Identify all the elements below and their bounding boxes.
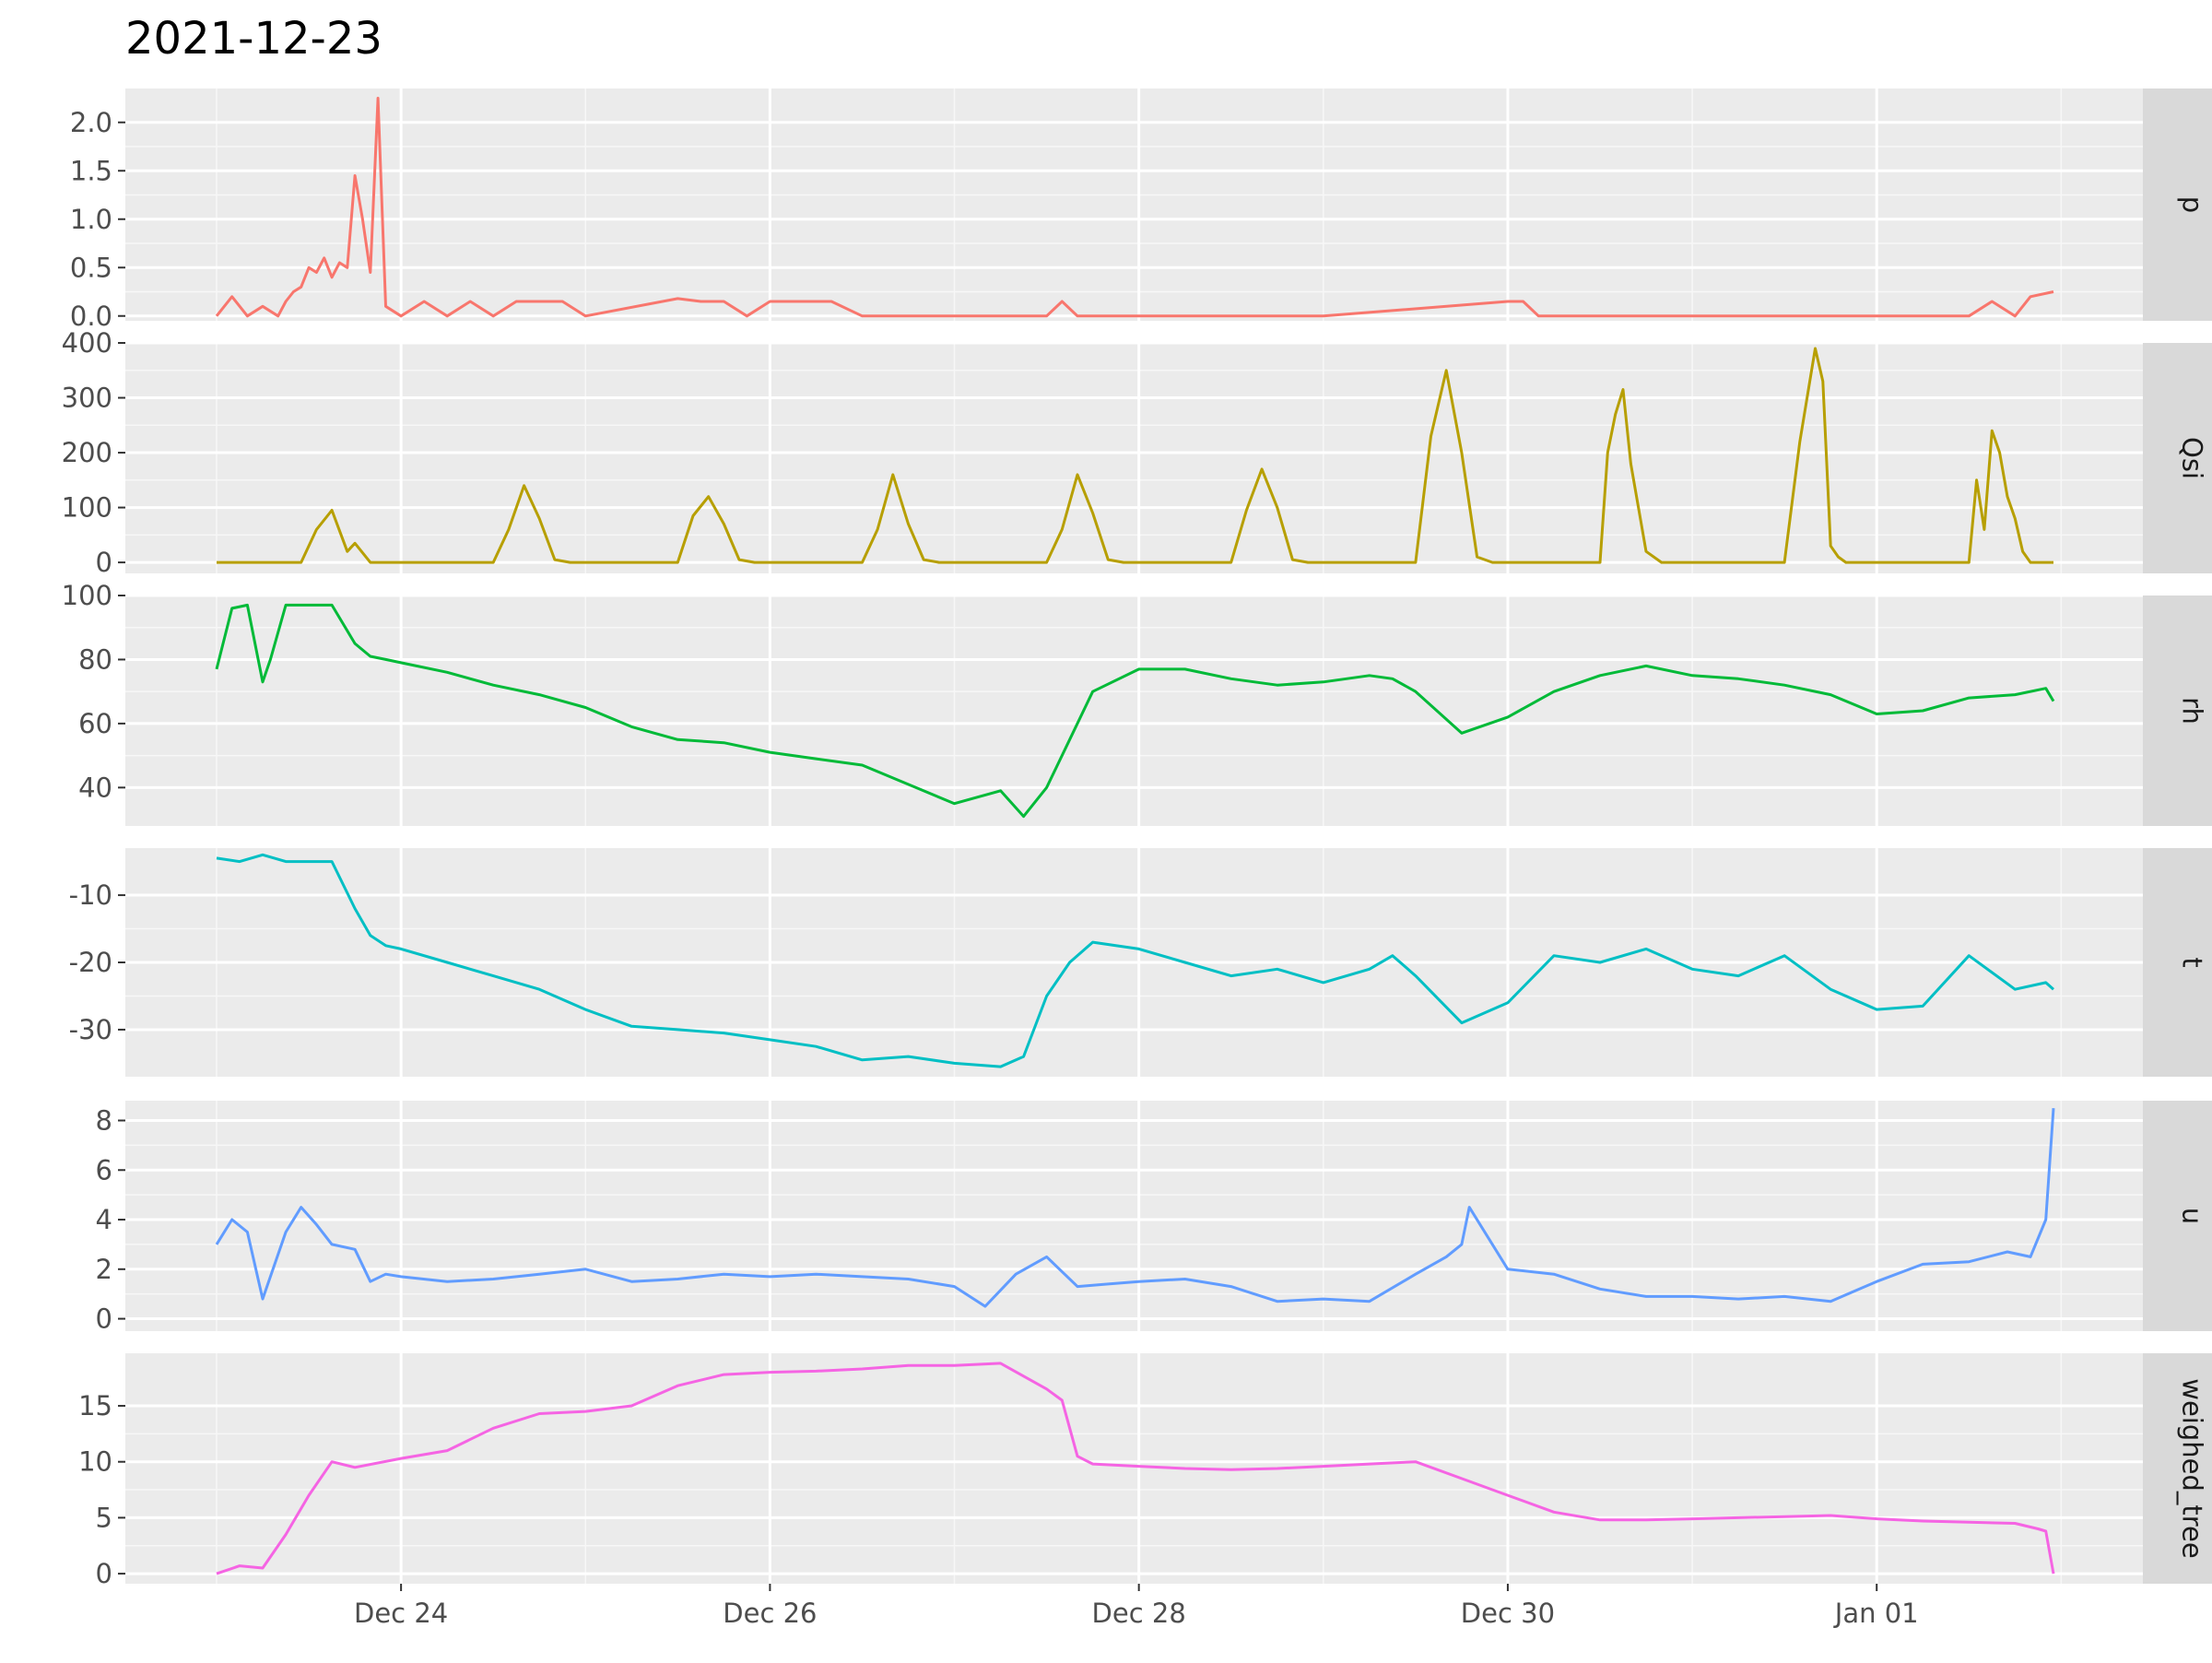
y-tick-label: 40 xyxy=(78,772,112,803)
panel-background xyxy=(125,1101,2143,1331)
y-tick-label: 10 xyxy=(78,1446,112,1478)
x-axis: Dec 24 Dec 26 Dec 28 Dec 30 Jan 01 xyxy=(354,1584,1919,1629)
series-line-weighed_tree xyxy=(216,1362,2055,1575)
y-tick-label: 0 xyxy=(96,1558,112,1589)
y-tick-label: 100 xyxy=(62,492,112,524)
panel-Qsi: 0 100 200 300 400 Qsi xyxy=(62,327,2212,578)
facet-strip xyxy=(2143,596,2212,826)
chart-title: 2021-12-23 xyxy=(125,13,382,65)
panel-t: -30 -20 -10 t xyxy=(69,848,2212,1077)
y-tick-label: 400 xyxy=(62,327,112,359)
x-tick-label: Jan 01 xyxy=(1833,1598,1919,1629)
panel-background xyxy=(125,596,2143,826)
facet-strip-label: rh xyxy=(2177,697,2208,725)
y-tick-label: 200 xyxy=(62,437,112,468)
facet-strip xyxy=(2143,88,2212,321)
y-tick-label: 2 xyxy=(96,1254,112,1285)
y-tick-label: 0.0 xyxy=(70,301,112,332)
panel-weighed_tree: 0 5 10 15 weighed_tree xyxy=(78,1353,2212,1589)
facet-strip-label: t xyxy=(2177,957,2208,967)
x-tick-label: Dec 26 xyxy=(723,1598,817,1629)
series-line-Qsi xyxy=(217,347,2053,564)
y-tick-label: 1.0 xyxy=(70,204,112,235)
panel-p: 0.0 0.5 1.0 1.5 2.0 p xyxy=(70,88,2212,332)
y-tick-label: 0 xyxy=(96,547,112,578)
panel-u: 0 2 4 6 8 u xyxy=(96,1101,2212,1335)
facet-strip-label: u xyxy=(2177,1208,2208,1224)
y-tick-label: -30 xyxy=(69,1014,112,1045)
y-tick-label: 4 xyxy=(96,1204,112,1235)
series-line-rh xyxy=(215,603,2055,819)
y-tick-label: 8 xyxy=(96,1105,112,1137)
y-tick-label: 100 xyxy=(62,580,112,611)
panel-rh: 40 60 80 100 rh xyxy=(62,580,2212,826)
panel-background xyxy=(125,343,2143,573)
y-tick-label: 0 xyxy=(96,1303,112,1335)
facet-strip xyxy=(2143,1101,2212,1331)
facet-strip xyxy=(2143,1353,2212,1584)
facet-strip xyxy=(2143,343,2212,573)
y-tick-label: 5 xyxy=(96,1502,112,1533)
series-line-t xyxy=(216,853,2054,1068)
y-tick-label: 60 xyxy=(78,708,112,739)
x-tick-label: Dec 28 xyxy=(1092,1598,1186,1629)
facet-strip-label: p xyxy=(2177,196,2208,213)
series-line-p xyxy=(215,97,2054,318)
y-tick-label: 6 xyxy=(96,1154,112,1185)
facet-strip-label: weighed_tree xyxy=(2177,1378,2208,1559)
x-tick-label: Dec 24 xyxy=(354,1598,448,1629)
facet-strip xyxy=(2143,848,2212,1077)
series-line-u xyxy=(215,1107,2055,1308)
y-tick-label: 300 xyxy=(62,383,112,414)
y-tick-label: 80 xyxy=(78,643,112,675)
panels-layer: 0.00.51.01.52.0p0100200300400Qsi40608010… xyxy=(62,88,2212,1589)
panel-background xyxy=(125,1353,2143,1584)
y-tick-label: -20 xyxy=(69,947,112,978)
x-tick-label: Dec 30 xyxy=(1461,1598,1555,1629)
y-tick-label: 1.5 xyxy=(70,155,112,186)
y-tick-label: 15 xyxy=(78,1390,112,1421)
y-tick-label: 0.5 xyxy=(70,252,112,283)
y-tick-label: -10 xyxy=(69,879,112,911)
facet-strip-label: Qsi xyxy=(2177,437,2208,479)
y-tick-label: 2.0 xyxy=(70,107,112,138)
panel-background xyxy=(125,88,2143,321)
